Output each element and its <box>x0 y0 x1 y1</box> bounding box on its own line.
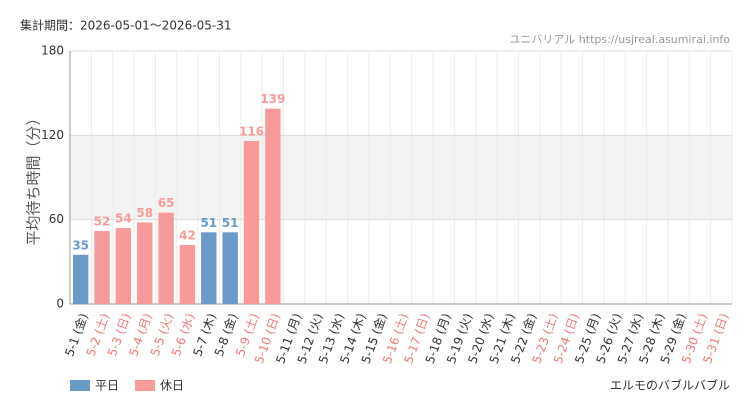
bar <box>94 230 110 304</box>
y-tick-label: 120 <box>41 128 64 142</box>
value-label: 51 <box>200 216 217 230</box>
caption: エルモのバブルバブル <box>610 378 730 393</box>
value-label: 35 <box>72 238 89 252</box>
value-label: 65 <box>158 196 175 210</box>
legend-label: 平日 <box>95 379 119 393</box>
bar <box>137 222 153 304</box>
bar <box>115 228 132 304</box>
bar <box>158 212 174 304</box>
chart-title: 集計期間：2026-05-01～2026-05-31 <box>20 18 231 33</box>
bar <box>222 232 238 304</box>
y-tick-label: 60 <box>49 212 64 226</box>
value-label: 51 <box>222 216 239 230</box>
legend-label: 休日 <box>160 379 184 393</box>
legend-swatch <box>70 380 90 391</box>
source: ユニバリアル https://usjreal.asumirai.info <box>509 33 730 46</box>
value-label: 116 <box>239 124 264 138</box>
value-label: 52 <box>94 214 111 228</box>
y-axis-label: 平均待ち時間（分） <box>25 110 43 245</box>
value-label: 54 <box>115 212 132 226</box>
bar <box>72 254 89 304</box>
value-label: 139 <box>260 92 285 106</box>
y-tick-label: 0 <box>56 297 64 311</box>
value-label: 42 <box>179 228 196 242</box>
value-label: 58 <box>136 206 153 220</box>
y-tick-label: 180 <box>41 44 64 58</box>
bar <box>179 244 196 304</box>
bar <box>243 140 260 304</box>
bar <box>265 108 281 304</box>
bar <box>201 232 217 304</box>
grid-band <box>70 135 732 220</box>
legend-swatch <box>135 380 155 391</box>
